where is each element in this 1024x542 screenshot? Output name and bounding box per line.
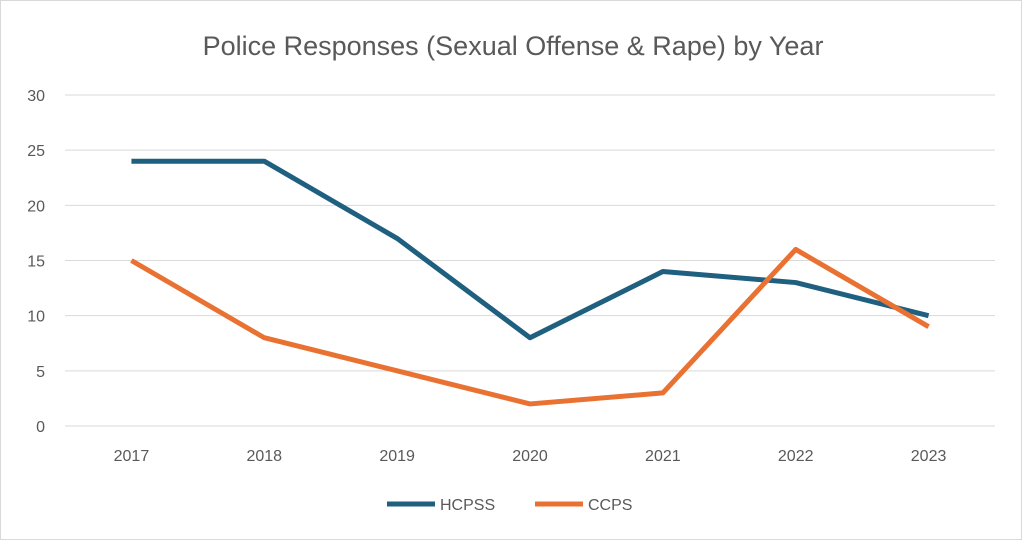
series-line-hcpss <box>131 158 930 341</box>
x-tick-label: 2018 <box>246 448 282 465</box>
x-tick-label: 2019 <box>379 448 415 465</box>
y-tick-label: 30 <box>27 88 45 105</box>
x-tick-label: 2023 <box>911 448 947 465</box>
series-line-ccps <box>130 246 930 407</box>
legend-item-hcpss: HCPSS <box>387 497 495 514</box>
y-tick-label: 0 <box>36 419 45 436</box>
x-tick-label: 2017 <box>114 448 150 465</box>
legend-label: CCPS <box>588 497 632 514</box>
gridlines <box>65 94 995 427</box>
legend-label: HCPSS <box>440 497 495 514</box>
y-tick-label: 20 <box>27 198 45 215</box>
x-tick-label: 2020 <box>512 448 548 465</box>
x-axis-ticks: 2017 2018 2019 2020 2021 2022 2023 <box>114 448 947 465</box>
series-lines <box>130 158 930 407</box>
chart-title: Police Responses (Sexual Offense & Rape)… <box>203 31 824 61</box>
x-tick-label: 2022 <box>778 448 814 465</box>
y-tick-label: 25 <box>27 143 45 160</box>
y-tick-label: 10 <box>27 309 45 326</box>
y-axis-ticks: 0 5 10 15 20 25 30 <box>27 88 45 436</box>
legend: HCPSS CCPS <box>387 497 632 514</box>
y-tick-label: 15 <box>27 254 45 271</box>
x-tick-label: 2021 <box>645 448 681 465</box>
y-tick-label: 5 <box>36 364 45 381</box>
legend-item-ccps: CCPS <box>535 497 632 514</box>
